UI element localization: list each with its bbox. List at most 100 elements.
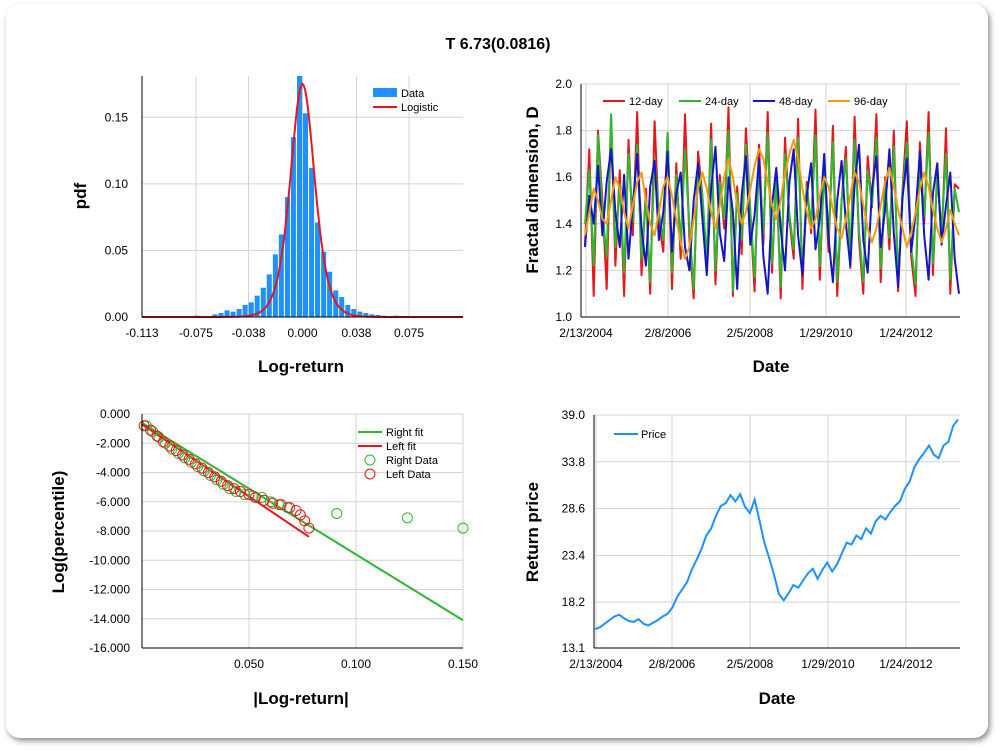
pdf-x-axis-label: Log-return: [258, 357, 344, 376]
tail-x-tick-label: 0.050: [234, 657, 264, 671]
price-y-tick-label: 13.1: [562, 641, 586, 655]
pdf-bar: [212, 314, 218, 317]
price-gridlines: [594, 414, 960, 649]
fractal-tick-labels: 2/13/2004 2/8/2006 2/5/2008 1/29/2010 1/24/2…: [555, 77, 933, 340]
legend-right-fit-label: Right fit: [386, 427, 423, 439]
tail-y-tick-label: -14.000: [89, 612, 130, 626]
price-y-tick-label: 18.2: [562, 595, 586, 609]
figure-title: T 6.73(0.0816): [446, 36, 551, 53]
pdf-x-tick-label: 0.075: [394, 326, 424, 340]
fractal-x-tick-label: 2/13/2004: [559, 326, 613, 340]
fractal-x-tick-label: 1/24/2012: [879, 326, 933, 340]
pdf-bar: [327, 271, 333, 317]
left-data-point: [151, 430, 163, 442]
tail-fit-panel: 0.050 0.100 0.150 0.000 -2.000 -4.000 -6.000 -8…: [49, 407, 478, 708]
pdf-bar: [284, 197, 290, 317]
fractal-y-tick-label: 1.8: [555, 124, 572, 138]
left-data-points: [138, 420, 315, 534]
pdf-histogram-panel: -0.113 -0.075 -0.038 0.000 0.038 0.075 0.00 0.0…: [71, 76, 463, 376]
pdf-bar: [278, 234, 284, 317]
pdf-y-tick-label: 0.00: [105, 310, 129, 324]
pdf-bar: [230, 311, 236, 317]
tail-y-tick-label: -6.000: [96, 495, 130, 509]
fractal-y-tick-label: 2.0: [555, 77, 572, 91]
price-panel: 2/13/2004 2/8/2006 2/5/2008 1/29/2010 1/24/2…: [523, 408, 960, 708]
left-data-point: [222, 480, 234, 492]
fractal-axes: [580, 84, 960, 318]
fractal-series-lines: [584, 106, 960, 300]
legend-label-96-day: 96-day: [854, 96, 888, 108]
pdf-x-tick-label: -0.038: [232, 326, 266, 340]
tail-y-tick-label: -4.000: [96, 466, 130, 480]
pdf-x-tick-label: 0.038: [341, 326, 371, 340]
pdf-y-tick-label: 0.15: [105, 110, 129, 124]
pdf-bar: [218, 313, 224, 317]
pdf-bar: [224, 310, 230, 317]
legend-label-48-day: 48-day: [779, 96, 813, 108]
pdf-bar: [357, 311, 363, 317]
pdf-bar: [260, 287, 266, 317]
tail-y-tick-label: -10.000: [89, 553, 130, 567]
left-data-point: [243, 488, 255, 500]
legend-logistic-label: Logistic: [401, 102, 439, 114]
pdf-x-tick-label: -0.113: [125, 326, 158, 340]
pdf-bar: [302, 113, 309, 317]
pdf-bar: [236, 309, 242, 317]
legend-label-24-day: 24-day: [705, 96, 739, 108]
right-data-point: [256, 491, 268, 503]
pdf-axes: [141, 76, 463, 318]
legend-left-fit-label: Left fit: [386, 441, 416, 453]
price-x-tick-label: 2/8/2006: [649, 657, 696, 671]
fractal-y-tick-label: 1.2: [555, 263, 572, 277]
tail-y-tick-label: -8.000: [96, 524, 130, 538]
price-x-tick-label: 1/29/2010: [801, 657, 855, 671]
tail-x-tick-label: 0.150: [448, 657, 478, 671]
price-x-tick-label: 1/24/2012: [879, 657, 933, 671]
right-data-point: [331, 507, 343, 519]
price-x-tick-label: 2/5/2008: [727, 657, 774, 671]
legend-data-label: Data: [401, 88, 425, 100]
price-y-tick-label: 23.4: [562, 548, 586, 562]
pdf-bar: [296, 76, 303, 317]
price-axes: [593, 415, 960, 649]
pdf-x-tick-label: 0.000: [287, 326, 317, 340]
pdf-y-axis-label: pdf: [71, 182, 90, 209]
price-tick-labels: 2/13/2004 2/8/2006 2/5/2008 1/29/2010 1/24/2…: [562, 408, 933, 671]
pdf-bar: [248, 302, 254, 317]
fractal-x-axis-label: Date: [753, 357, 790, 376]
pdf-bar: [309, 167, 315, 317]
legend-right-data-swatch: [364, 454, 376, 466]
pdf-bar: [369, 314, 375, 317]
left-data-point: [228, 483, 240, 495]
price-line: [594, 418, 959, 631]
legend-right-data-label: Right Data: [386, 455, 439, 467]
fractal-y-tick-label: 1.6: [555, 170, 572, 184]
legend-left-data-label: Left Data: [386, 469, 432, 481]
legend-label-12-day: 12-day: [629, 96, 663, 108]
fractal-x-tick-label: 2/8/2006: [645, 326, 692, 340]
pdf-tick-labels: -0.113 -0.075 -0.038 0.000 0.038 0.075 0.00 0.0…: [105, 110, 425, 340]
pdf-y-tick-label: 0.05: [105, 243, 129, 257]
right-data-point: [401, 512, 413, 524]
pdf-bar: [321, 251, 327, 317]
fractal-y-axis-label: Fractal dimension, D: [523, 106, 542, 273]
price-x-tick-label: 2/13/2004: [569, 657, 623, 671]
right-data-point: [147, 426, 159, 438]
tail-y-axis-label: Log(percentile): [49, 471, 68, 594]
left-data-point: [284, 502, 296, 514]
pdf-bar: [339, 297, 345, 317]
pdf-legend: Data Logistic: [373, 88, 439, 114]
price-y-axis-label: Return price: [523, 482, 542, 582]
tail-axes: [141, 414, 463, 649]
pdf-bar: [315, 222, 321, 317]
figure-card: [6, 4, 988, 738]
tail-legend: Right fit Left fit Right Data Left Data: [358, 427, 439, 481]
left-data-point: [303, 522, 315, 534]
tail-y-tick-label: -2.000: [96, 436, 130, 450]
left-data-point: [294, 509, 306, 521]
pdf-bar: [363, 313, 369, 317]
fractal-x-tick-label: 2/5/2008: [727, 326, 774, 340]
pdf-bar: [290, 137, 296, 317]
right-data-point: [247, 490, 259, 502]
fractal-x-tick-label: 1/29/2010: [799, 326, 853, 340]
